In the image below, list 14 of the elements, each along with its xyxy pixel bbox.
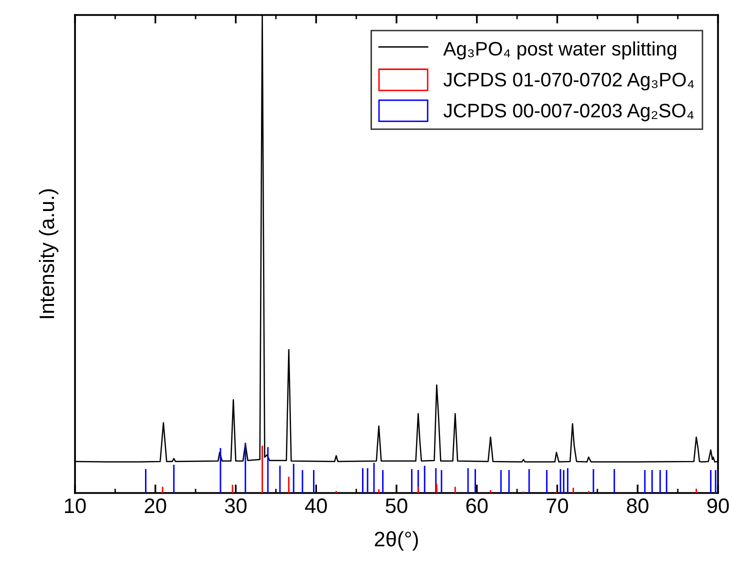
x-tick-label: 10 (65, 498, 86, 514)
x-tick-label: 40 (305, 498, 327, 514)
y-axis-title: Intensity (a.u.) (38, 189, 58, 318)
x-tick-label: 90 (707, 498, 729, 514)
x-tick-label: 20 (144, 498, 166, 514)
x-tick-label: 60 (466, 498, 488, 514)
legend-label: JCPDS 01-070-0702 Ag₃PO₄ (443, 72, 694, 90)
x-tick-label: 30 (224, 498, 247, 514)
x-axis-title: 2θ(°) (374, 531, 418, 551)
legend-label: Ag₃PO₄ post water splitting (443, 41, 676, 60)
x-tick-label: 80 (626, 498, 648, 514)
legend-label: JCPDS 00-007-0203 Ag₂SO₄ (443, 104, 694, 122)
x-tick-label: 70 (546, 498, 568, 514)
x-tick-label: 50 (386, 498, 408, 514)
